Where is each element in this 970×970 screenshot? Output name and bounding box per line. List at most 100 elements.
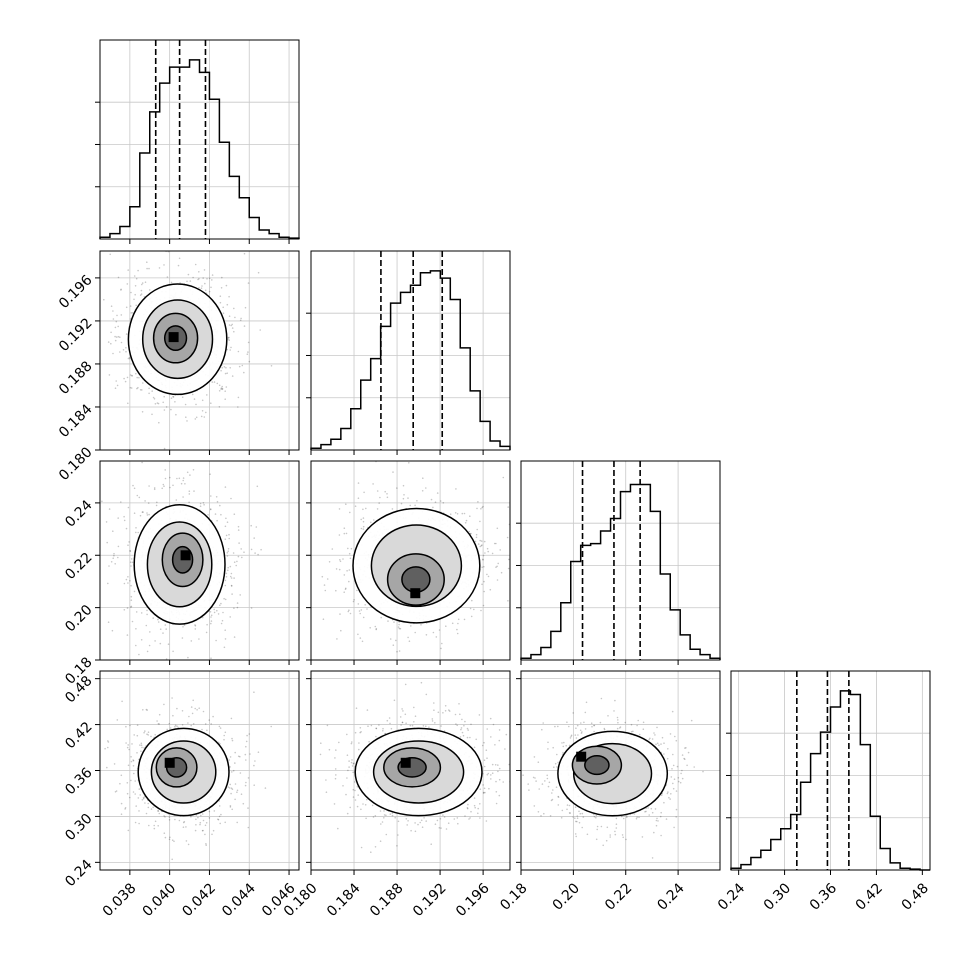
scatter-point — [134, 793, 136, 795]
scatter-point — [463, 724, 465, 727]
scatter-point — [226, 521, 229, 523]
scatter-point — [200, 415, 203, 418]
scatter-point — [185, 840, 188, 842]
scatter-point — [184, 403, 187, 406]
scatter-point — [194, 829, 197, 832]
scatter-point — [666, 757, 669, 760]
scatter-point — [459, 736, 462, 738]
scatter-panel-content — [311, 671, 515, 870]
scatter-point — [219, 604, 221, 607]
scatter-point — [231, 327, 234, 329]
scatter-point — [119, 336, 121, 339]
scatter-point — [217, 818, 219, 820]
scatter-point — [532, 776, 535, 779]
scatter-point — [186, 420, 188, 422]
scatter-point — [176, 477, 178, 480]
scatter-point — [482, 558, 484, 561]
scatter-point — [568, 725, 570, 728]
scatter-point — [508, 558, 510, 561]
density-peak — [410, 588, 421, 599]
scatter-point — [163, 395, 165, 398]
scatter-point — [324, 589, 327, 592]
scatter-point — [490, 774, 492, 776]
scatter-point — [432, 631, 435, 634]
scatter-point — [661, 736, 664, 739]
scatter-point — [142, 709, 144, 711]
scatter-point — [483, 540, 486, 543]
scatter-point — [115, 320, 118, 323]
scatter-point — [154, 403, 157, 405]
scatter-point — [197, 278, 199, 281]
scatter-point — [239, 594, 241, 596]
scatter-point — [352, 788, 355, 791]
scatter-point — [247, 826, 250, 829]
scatter-point — [220, 602, 222, 605]
scatter-point — [218, 384, 221, 387]
scatter-point — [514, 545, 516, 547]
scatter-point — [232, 769, 235, 772]
scatter-point — [133, 772, 135, 775]
scatter-point — [433, 709, 435, 711]
scatter-point — [131, 312, 134, 314]
scatter-point — [140, 612, 143, 614]
scatter-panel-0-1 — [99, 250, 300, 451]
scatter-point — [399, 627, 402, 630]
scatter-point — [156, 402, 159, 404]
scatter-point — [360, 808, 362, 811]
scatter-point — [210, 616, 212, 618]
scatter-point — [127, 744, 129, 746]
scatter-point — [229, 783, 231, 786]
scatter-point — [421, 490, 424, 492]
scatter-point — [140, 639, 143, 641]
scatter-point — [511, 807, 513, 809]
scatter-point — [159, 642, 162, 645]
scatter-point — [543, 812, 545, 815]
scatter-panel-content — [100, 251, 299, 450]
scatter-point — [147, 731, 150, 733]
scatter-point — [107, 582, 109, 585]
scatter-point — [479, 545, 482, 548]
scatter-point — [143, 747, 145, 749]
scatter-point — [364, 604, 367, 606]
scatter-point — [495, 802, 498, 805]
scatter-point — [165, 406, 168, 408]
scatter-point — [448, 709, 450, 711]
scatter-point — [667, 748, 669, 750]
scatter-point — [428, 726, 430, 728]
scatter-point — [153, 488, 156, 491]
scatter-point — [195, 403, 197, 406]
scatter-panel-frame — [99, 460, 300, 661]
scatter-point — [478, 714, 481, 716]
scatter-point — [201, 813, 204, 815]
scatter-point — [158, 812, 161, 815]
scatter-point — [352, 796, 355, 798]
scatter-panel-content — [311, 461, 516, 660]
scatter-point — [513, 817, 515, 819]
scatter-point — [139, 514, 142, 517]
scatter-point — [239, 755, 241, 758]
scatter-point — [376, 508, 379, 510]
scatter-point — [233, 636, 236, 638]
scatter-point — [224, 579, 227, 582]
scatter-point — [444, 710, 447, 712]
scatter-point — [388, 717, 391, 719]
scatter-point — [202, 829, 204, 832]
scatter-point — [132, 484, 134, 487]
scatter-point — [240, 317, 242, 320]
scatter-point — [163, 447, 166, 450]
scatter-point — [133, 487, 136, 490]
scatter-point — [142, 797, 145, 800]
scatter-point — [231, 739, 234, 742]
scatter-point — [477, 543, 480, 545]
scatter-point — [321, 575, 324, 578]
scatter-point — [101, 500, 103, 503]
scatter-point — [380, 823, 382, 825]
scatter-point — [131, 375, 133, 377]
scatter-point — [236, 789, 239, 792]
scatter-point — [120, 501, 122, 503]
scatter-point — [130, 312, 132, 314]
scatter-point — [145, 624, 148, 627]
scatter-point — [483, 565, 485, 568]
scatter-point — [672, 753, 674, 756]
scatter-point — [135, 611, 138, 613]
